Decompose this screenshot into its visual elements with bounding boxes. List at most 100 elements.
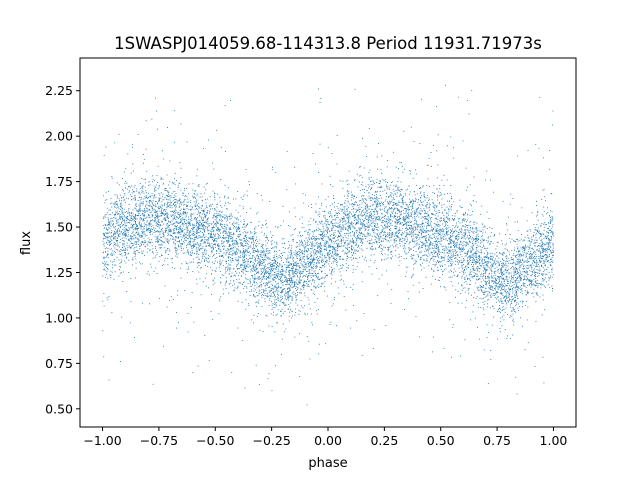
data-point xyxy=(381,259,383,261)
data-point xyxy=(213,255,214,256)
data-point xyxy=(262,272,263,273)
data-point xyxy=(108,220,110,222)
data-point xyxy=(540,234,542,236)
data-point xyxy=(396,226,398,228)
data-point xyxy=(544,196,546,198)
data-point xyxy=(115,201,117,203)
data-point xyxy=(196,193,198,195)
data-point xyxy=(247,251,249,253)
data-point xyxy=(501,264,503,266)
data-point xyxy=(326,259,328,261)
data-point xyxy=(281,308,283,310)
data-point xyxy=(502,278,504,280)
data-point xyxy=(502,259,504,261)
data-point xyxy=(528,247,530,249)
data-point xyxy=(519,249,521,251)
data-point xyxy=(517,248,519,250)
data-point xyxy=(156,241,158,242)
data-point xyxy=(239,233,241,235)
data-point xyxy=(355,218,357,220)
data-point xyxy=(506,276,508,277)
data-point xyxy=(414,236,416,238)
data-point xyxy=(138,252,140,254)
data-point xyxy=(250,246,252,248)
data-point xyxy=(467,279,468,281)
data-point xyxy=(351,213,353,215)
data-point xyxy=(135,217,137,219)
data-point xyxy=(166,203,168,205)
data-point xyxy=(456,222,458,224)
data-point xyxy=(443,226,445,228)
data-point xyxy=(370,205,372,207)
data-point xyxy=(263,250,265,252)
data-point xyxy=(257,250,259,252)
data-point xyxy=(180,201,182,203)
data-point xyxy=(367,224,369,226)
data-point xyxy=(205,254,207,256)
data-point xyxy=(213,244,214,246)
data-point xyxy=(475,252,477,254)
data-point xyxy=(528,279,530,281)
data-point xyxy=(350,222,352,224)
data-point xyxy=(116,249,118,251)
data-point xyxy=(335,239,337,241)
data-point xyxy=(472,249,474,251)
data-point xyxy=(209,236,211,238)
data-point xyxy=(292,240,294,242)
data-point xyxy=(275,314,277,316)
data-point xyxy=(330,252,331,254)
data-point xyxy=(552,254,554,256)
data-point xyxy=(533,268,535,270)
data-point xyxy=(461,285,463,287)
data-point xyxy=(312,268,314,270)
data-point xyxy=(435,251,437,253)
data-point xyxy=(527,274,529,276)
data-point xyxy=(488,282,490,284)
data-point xyxy=(224,195,226,197)
data-point xyxy=(231,272,233,274)
data-point xyxy=(291,278,293,280)
data-point xyxy=(188,219,190,221)
data-point xyxy=(212,225,214,227)
data-point xyxy=(438,195,440,197)
data-point xyxy=(148,214,150,216)
data-point xyxy=(273,263,275,264)
data-point xyxy=(280,314,282,316)
data-point xyxy=(319,235,321,236)
data-point xyxy=(292,315,293,317)
data-point xyxy=(425,205,427,207)
data-point xyxy=(241,264,243,266)
data-point xyxy=(409,234,411,236)
data-point xyxy=(513,284,515,286)
data-point xyxy=(549,215,550,216)
data-point xyxy=(424,243,426,245)
data-point xyxy=(511,310,513,312)
data-point xyxy=(119,262,121,264)
data-point xyxy=(421,233,422,235)
data-point xyxy=(178,246,180,248)
data-point xyxy=(226,223,228,225)
data-point xyxy=(552,218,554,220)
data-point xyxy=(273,286,275,288)
data-point xyxy=(501,287,503,288)
data-point xyxy=(146,203,148,205)
data-point xyxy=(139,193,141,195)
data-point xyxy=(469,272,471,274)
data-point xyxy=(126,230,128,231)
data-point xyxy=(207,258,209,259)
data-point xyxy=(284,305,286,306)
data-point xyxy=(177,218,179,219)
data-point xyxy=(330,255,332,257)
data-point xyxy=(520,288,521,290)
data-point xyxy=(463,244,465,246)
data-point xyxy=(412,233,414,235)
data-point xyxy=(191,247,193,249)
data-point xyxy=(508,273,510,275)
data-point xyxy=(141,232,143,234)
data-point xyxy=(195,218,197,220)
data-point xyxy=(103,195,104,197)
data-point xyxy=(346,223,348,225)
data-point xyxy=(264,256,266,258)
data-point xyxy=(508,260,510,261)
data-point xyxy=(531,279,533,281)
